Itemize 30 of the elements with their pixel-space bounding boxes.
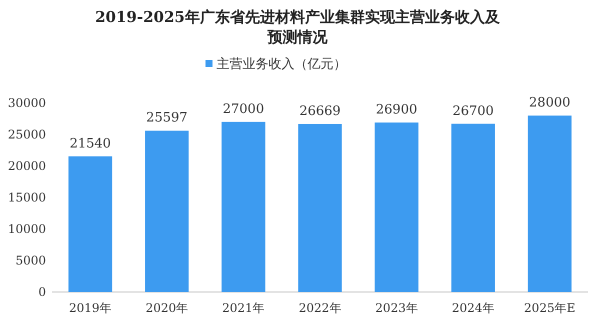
data-label: 26900 (376, 102, 418, 118)
y-tick-label: 10000 (8, 222, 46, 236)
x-tick-label: 2019年 (69, 301, 112, 315)
x-tick-label: 2023年 (375, 301, 418, 315)
data-label: 28000 (529, 96, 570, 111)
data-label: 26669 (299, 104, 341, 119)
x-tick-label: 2022年 (298, 301, 342, 315)
legend-label: 主营业务收入（亿元） (216, 56, 346, 72)
y-tick-label: 25000 (8, 128, 46, 142)
data-label: 21540 (70, 136, 111, 152)
bar (451, 124, 495, 292)
bar (374, 122, 418, 292)
x-tick-label: 2025年E (524, 301, 576, 315)
data-label: 25597 (146, 110, 188, 126)
y-tick-label: 30000 (8, 96, 46, 110)
data-label: 27000 (222, 102, 264, 117)
y-tick-label: 20000 (8, 159, 46, 173)
y-tick-label: 5000 (15, 254, 46, 268)
x-tick-label: 2020年 (146, 301, 188, 315)
y-tick-label: 0 (38, 285, 46, 299)
bar (68, 156, 112, 292)
chart-title: 2019-2025年广东省先进材料产业集群实现主营业务收入及预测情况 (95, 8, 501, 46)
x-tick-label: 2024年 (452, 301, 494, 315)
bar (145, 130, 189, 292)
y-tick-label: 15000 (8, 190, 46, 204)
bar (528, 116, 572, 292)
bar (298, 124, 342, 292)
bar (222, 122, 266, 292)
x-tick-label: 2021年 (222, 301, 265, 315)
data-label: 26700 (452, 104, 494, 119)
